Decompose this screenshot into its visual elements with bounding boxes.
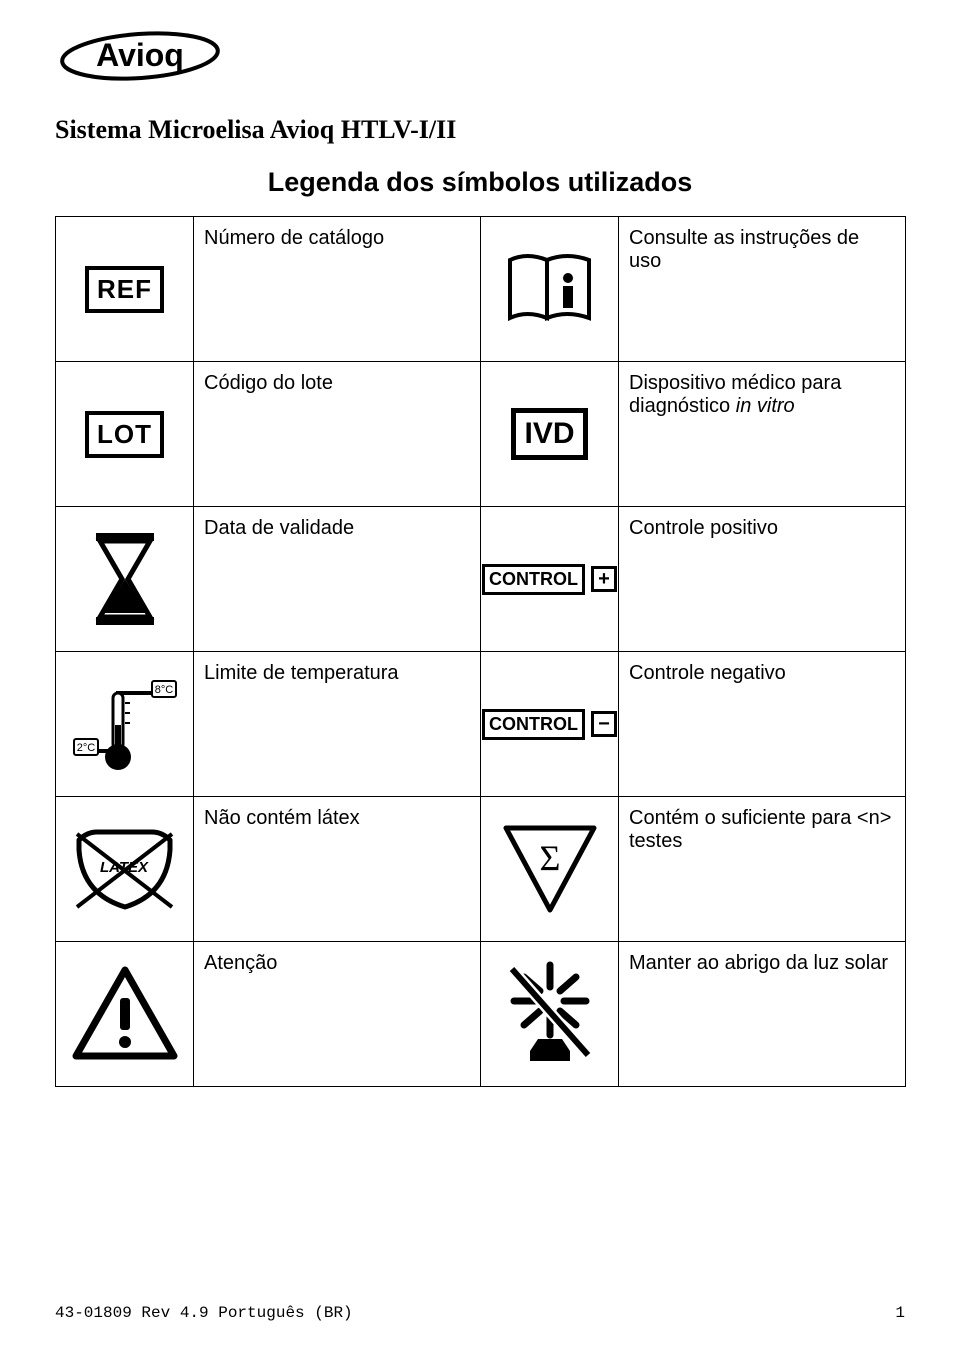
page-footer: 43-01809 Rev 4.9 Português (BR) 1 (55, 1304, 905, 1322)
svg-text:2°C: 2°C (76, 742, 95, 754)
ivd-desc: Dispositivo médico para diagnóstico in v… (629, 372, 841, 417)
page-subtitle: Legenda dos símbolos utilizados (55, 167, 905, 198)
ifu-icon (491, 227, 608, 351)
ivd-icon: IVD (491, 372, 608, 496)
ref-icon: REF (66, 227, 183, 351)
footer-revision: 43-01809 Rev 4.9 Português (BR) (55, 1304, 353, 1322)
page-number: 1 (895, 1304, 905, 1322)
control-plus-icon: CONTROL+ (491, 517, 608, 641)
svg-text:LATEX: LATEX (100, 859, 149, 876)
symbol-label: Controle negativo (619, 652, 906, 797)
symbol-label: Contém o suficiente para <n> testes (619, 797, 906, 942)
table-row: Atenção Manter ao abrigo da lu (56, 942, 906, 1087)
symbol-label: Limite de temperatura (194, 652, 481, 797)
table-row: 8°C 2°C Limite de temperatura CONTROL− C… (56, 652, 906, 797)
svg-text:Σ: Σ (539, 838, 560, 878)
symbol-label: Não contém látex (194, 797, 481, 942)
temp-limit-icon: 8°C 2°C (66, 662, 183, 786)
keep-dark-icon (491, 952, 608, 1076)
symbols-table: REF Número de catálogo Consulte as instr… (55, 216, 906, 1087)
attention-icon (66, 952, 183, 1076)
table-row: LOT Código do lote IVD Dispositivo médic… (56, 362, 906, 507)
symbol-label: Data de validade (194, 507, 481, 652)
lot-icon: LOT (66, 372, 183, 496)
table-row: LATEX Não contém látex Σ Contém o sufici… (56, 797, 906, 942)
svg-text:Avioq: Avioq (96, 37, 184, 73)
symbol-label: Dispositivo médico para diagnóstico in v… (619, 362, 906, 507)
sigma-icon: Σ (491, 807, 608, 931)
symbol-label: Código do lote (194, 362, 481, 507)
control-minus-icon: CONTROL− (491, 662, 608, 786)
table-row: Data de validade CONTROL+ Controle posit… (56, 507, 906, 652)
symbol-label: Controle positivo (619, 507, 906, 652)
page-title: Sistema Microelisa Avioq HTLV-I/II (55, 115, 905, 145)
table-row: REF Número de catálogo Consulte as instr… (56, 217, 906, 362)
no-latex-icon: LATEX (66, 807, 183, 931)
hourglass-icon (66, 517, 183, 641)
brand-logo: Avioq (55, 20, 905, 97)
symbol-label: Atenção (194, 942, 481, 1087)
symbol-label: Manter ao abrigo da luz solar (619, 942, 906, 1087)
symbol-label: Consulte as instruções de uso (619, 217, 906, 362)
symbol-label: Número de catálogo (194, 217, 481, 362)
svg-text:8°C: 8°C (154, 684, 173, 696)
